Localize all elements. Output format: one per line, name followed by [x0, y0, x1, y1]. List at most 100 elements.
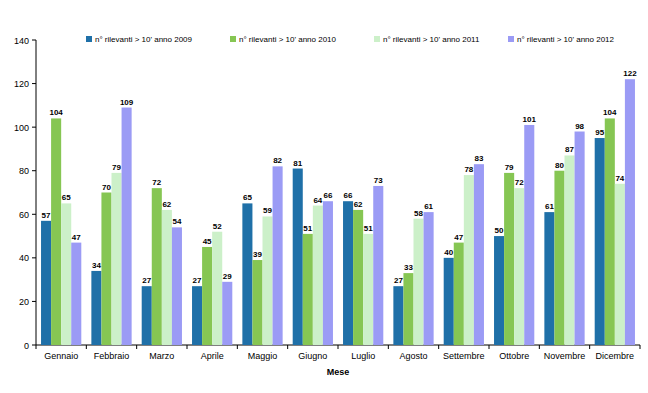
data-label: 61: [424, 202, 433, 211]
bar: [61, 203, 71, 345]
x-tick-label: Agosto: [399, 351, 427, 361]
data-label: 72: [515, 178, 524, 187]
x-tick: [539, 345, 540, 349]
y-tick-label: 0: [24, 341, 29, 351]
x-tick-label: Dicembre: [596, 351, 635, 361]
data-label: 33: [404, 263, 413, 272]
legend-label: n° rilevanti > 10' anno 2009: [95, 35, 193, 44]
x-tick: [136, 345, 137, 349]
bar: [494, 236, 504, 345]
x-tick-label: Marzo: [149, 351, 174, 361]
data-label: 79: [112, 163, 121, 172]
data-label: 65: [243, 193, 252, 202]
bar: [51, 118, 61, 345]
data-label: 78: [464, 165, 473, 174]
data-label: 51: [303, 224, 312, 233]
data-label: 83: [474, 154, 483, 163]
data-label: 52: [213, 222, 222, 231]
data-label: 73: [374, 176, 383, 185]
data-label: 82: [273, 156, 282, 165]
bar: [565, 155, 575, 345]
data-label: 109: [120, 98, 134, 107]
bar: [554, 171, 564, 345]
legend-label: n° rilevanti > 10' anno 2010: [239, 35, 337, 44]
x-tick: [237, 345, 238, 349]
data-labels: 5734272765816627405061951047072453951623…: [42, 69, 638, 285]
data-label: 51: [364, 224, 373, 233]
x-tick: [187, 345, 188, 349]
bar: [343, 201, 353, 345]
bar: [71, 243, 81, 345]
bar: [263, 216, 273, 345]
bar: [514, 188, 524, 345]
x-tick-label: Novembre: [544, 351, 586, 361]
bar: [313, 206, 323, 345]
y-tick: [32, 127, 36, 128]
y-tick: [32, 40, 36, 41]
bar: [373, 186, 383, 345]
legend-swatch: [374, 36, 380, 42]
bar: [252, 260, 262, 345]
bar: [575, 132, 585, 346]
legend-label: n° rilevanti > 10' anno 2012: [517, 35, 615, 44]
legend-swatch: [508, 36, 514, 42]
x-tick-label: Settembre: [443, 351, 485, 361]
y-tick-label: 140: [14, 36, 29, 46]
y-tick: [32, 301, 36, 302]
bar: [91, 271, 101, 345]
y-tick-label: 120: [14, 79, 29, 89]
bar: [403, 273, 413, 345]
y-tick: [32, 170, 36, 171]
data-label: 40: [444, 248, 453, 257]
x-axis-title: Mese: [327, 367, 350, 377]
bar: [293, 169, 303, 345]
x-tick: [640, 345, 641, 349]
data-label: 79: [505, 163, 514, 172]
data-label: 57: [42, 211, 51, 220]
data-label: 47: [72, 233, 81, 242]
bar: [524, 125, 534, 345]
bar: [242, 203, 252, 345]
bar: [101, 193, 111, 346]
y-tick-label: 100: [14, 123, 29, 133]
data-label: 47: [454, 233, 463, 242]
x-tick: [86, 345, 87, 349]
x-tick: [589, 345, 590, 349]
y-tick: [32, 345, 36, 346]
legend-label: n° rilevanti > 10' anno 2011: [383, 35, 480, 44]
bar: [353, 210, 363, 345]
data-label: 39: [253, 250, 262, 259]
data-label: 65: [62, 193, 71, 202]
data-label: 64: [313, 196, 322, 205]
bar: [41, 221, 51, 345]
y-tick: [32, 214, 36, 215]
x-tick: [36, 345, 37, 349]
bar: [605, 118, 615, 345]
legend-swatch: [86, 36, 92, 42]
x-tick-label: Ottobre: [499, 351, 529, 361]
data-label: 59: [263, 206, 272, 215]
data-label: 54: [172, 217, 181, 226]
bar: [323, 201, 333, 345]
data-label: 27: [142, 276, 151, 285]
data-label: 62: [354, 200, 363, 209]
y-axis: [36, 40, 37, 345]
y-tick: [32, 83, 36, 84]
bar: [152, 188, 162, 345]
bar: [303, 234, 313, 345]
data-label: 122: [623, 69, 637, 78]
x-tick-label: Aprile: [201, 351, 224, 361]
bar: [625, 79, 635, 345]
data-label: 87: [565, 145, 574, 154]
bar: [363, 234, 373, 345]
data-label: 29: [223, 272, 232, 281]
bar: [615, 184, 625, 345]
x-tick-label: Maggio: [248, 351, 278, 361]
data-label: 104: [603, 108, 617, 117]
data-label: 34: [92, 261, 101, 270]
legend-swatch: [230, 36, 236, 42]
bar: [444, 258, 454, 345]
x-tick-label: Gennaio: [44, 351, 78, 361]
data-label: 74: [615, 174, 624, 183]
chart: 020406080100120140GennaioFebbraioMarzoAp…: [0, 0, 648, 393]
